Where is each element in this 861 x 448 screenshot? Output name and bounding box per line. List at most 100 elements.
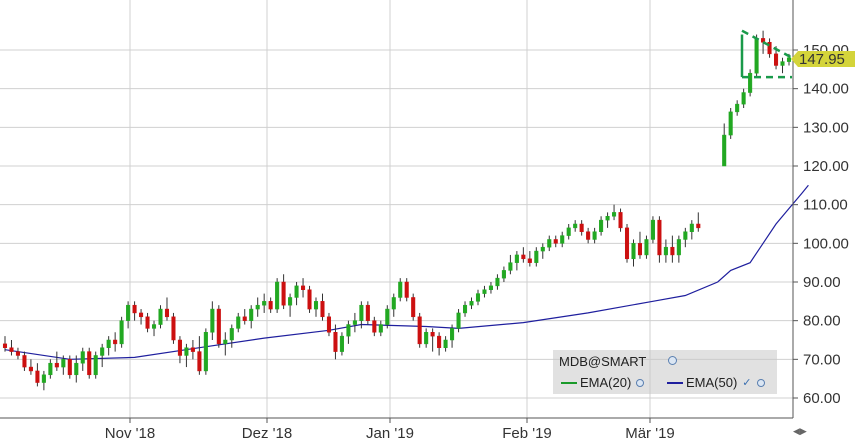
- candle-body: [197, 351, 202, 372]
- candle: [767, 38, 772, 58]
- candle-body: [249, 308, 254, 321]
- candle: [275, 278, 280, 313]
- pennant-pattern-overlay: [740, 29, 793, 79]
- candle-body: [637, 243, 643, 256]
- candle: [87, 347, 92, 379]
- candle-body: [67, 359, 72, 376]
- candle-body: [748, 72, 753, 93]
- candle-body: [158, 308, 163, 325]
- candle-body: [521, 254, 526, 260]
- candle: [463, 301, 468, 317]
- candle-body: [463, 304, 468, 314]
- check-icon[interactable]: ✓: [742, 377, 752, 389]
- candle-body: [592, 231, 597, 240]
- last-price-tag: 147.95: [791, 51, 855, 68]
- candle-body: [54, 362, 59, 368]
- candle: [281, 274, 286, 310]
- candle-body: [372, 320, 377, 333]
- candle-body: [126, 304, 131, 321]
- candle-body: [139, 312, 144, 318]
- candle-body: [670, 246, 675, 256]
- candle: [424, 328, 429, 348]
- candle-body: [676, 239, 681, 256]
- candle: [151, 320, 157, 337]
- candle: [404, 278, 409, 302]
- x-tick-label: Dez '18: [242, 425, 292, 442]
- symbol-settings-icon[interactable]: [668, 356, 677, 365]
- legend-item-ema50[interactable]: EMA(50) ✓: [667, 375, 765, 390]
- candle: [80, 347, 85, 371]
- candle: [612, 204, 617, 221]
- candle: [728, 108, 733, 139]
- x-tick-label: Feb '19: [502, 425, 552, 442]
- candle-body: [2, 343, 8, 348]
- ema50-series: [4, 184, 809, 360]
- candle: [495, 274, 500, 290]
- candle-body: [689, 223, 694, 232]
- candle-body: [171, 316, 176, 341]
- candle: [106, 336, 111, 356]
- candle: [573, 220, 578, 232]
- scroll-right-arrow-icon[interactable]: ◀▶: [793, 426, 807, 436]
- legend-item-ema20[interactable]: EMA(20): [561, 375, 645, 390]
- candle-body: [553, 239, 558, 244]
- candle-body: [28, 366, 33, 372]
- candle-body: [145, 316, 150, 329]
- candle: [637, 231, 643, 259]
- candle-body: [624, 227, 630, 260]
- candle-body: [735, 103, 740, 113]
- ema50-settings-icon[interactable]: [756, 378, 765, 387]
- candle-body: [722, 134, 727, 167]
- candle: [54, 351, 59, 371]
- candle: [294, 282, 299, 306]
- candle: [560, 231, 565, 248]
- candle-body: [411, 297, 416, 318]
- candle-body: [210, 308, 215, 333]
- candle: [644, 235, 649, 259]
- candle: [676, 235, 681, 263]
- candle: [735, 100, 740, 116]
- candle-body: [359, 304, 364, 321]
- candle: [61, 355, 66, 375]
- candle: [197, 336, 202, 375]
- candle-body: [203, 332, 208, 372]
- y-tick-label: 100.00: [803, 235, 849, 252]
- candle-body: [391, 297, 396, 310]
- candle: [113, 332, 118, 352]
- ema50-line: [4, 184, 809, 360]
- candle-body: [236, 316, 241, 329]
- candle: [177, 336, 182, 364]
- candle: [139, 309, 144, 325]
- ema50-swatch: [667, 381, 683, 384]
- candle-body: [430, 332, 435, 337]
- candle-body: [326, 316, 331, 333]
- candle: [521, 247, 526, 263]
- candle: [592, 227, 597, 244]
- candle: [547, 235, 552, 252]
- candle: [100, 343, 105, 368]
- ema20-settings-icon[interactable]: [636, 378, 645, 387]
- candle: [391, 293, 396, 317]
- candle: [236, 312, 241, 333]
- candle-body: [514, 254, 519, 263]
- candle: [333, 324, 338, 360]
- candle: [372, 316, 377, 337]
- candle-body: [612, 212, 617, 217]
- candle: [268, 297, 273, 313]
- candle-body: [437, 335, 442, 348]
- candle-body: [164, 308, 170, 318]
- candle: [203, 328, 208, 375]
- y-tick-label: 130.00: [803, 119, 849, 136]
- candle: [398, 278, 403, 302]
- candle-body: [106, 339, 111, 348]
- ema20-swatch: [561, 381, 577, 384]
- y-tick-label: 140.00: [803, 81, 849, 98]
- candle: [501, 266, 506, 282]
- candle: [28, 359, 33, 375]
- legend-box[interactable]: MDB@SMART EMA(20) EMA(50) ✓: [553, 350, 777, 394]
- candles-series: [2, 30, 792, 391]
- candle-body: [443, 339, 448, 348]
- candle-body: [456, 312, 461, 329]
- candle-body: [475, 293, 481, 302]
